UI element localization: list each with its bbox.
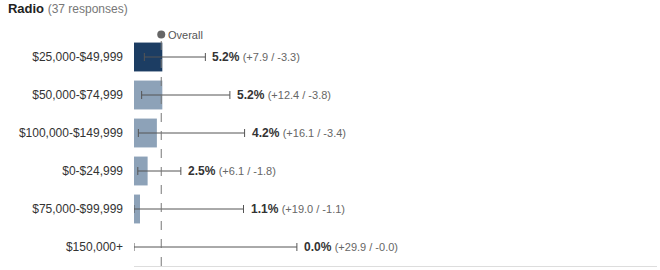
svg-text:5.2% (+7.9 / -3.3): 5.2% (+7.9 / -3.3) [212, 50, 300, 64]
svg-text:$0-$24,999: $0-$24,999 [62, 164, 123, 178]
svg-text:2.5% (+6.1 / -1.8): 2.5% (+6.1 / -1.8) [188, 164, 276, 178]
svg-text:4.2% (+16.1 / -3.4): 4.2% (+16.1 / -3.4) [252, 126, 346, 140]
svg-text:1.1% (+19.0 / -1.1): 1.1% (+19.0 / -1.1) [251, 202, 345, 216]
svg-text:$50,000-$74,999: $50,000-$74,999 [32, 88, 123, 102]
svg-text:$75,000-$99,999: $75,000-$99,999 [32, 202, 123, 216]
svg-text:0.0% (+29.9 / -0.0): 0.0% (+29.9 / -0.0) [304, 240, 398, 254]
svg-text:$150,000+: $150,000+ [66, 240, 123, 254]
svg-text:5.2% (+12.4 / -3.8): 5.2% (+12.4 / -3.8) [237, 88, 331, 102]
svg-text:Overall: Overall [168, 29, 203, 41]
svg-text:$100,000-$149,999: $100,000-$149,999 [19, 126, 123, 140]
svg-text:$25,000-$49,999: $25,000-$49,999 [32, 50, 123, 64]
svg-text:Radio (37 responses): Radio (37 responses) [8, 1, 128, 16]
